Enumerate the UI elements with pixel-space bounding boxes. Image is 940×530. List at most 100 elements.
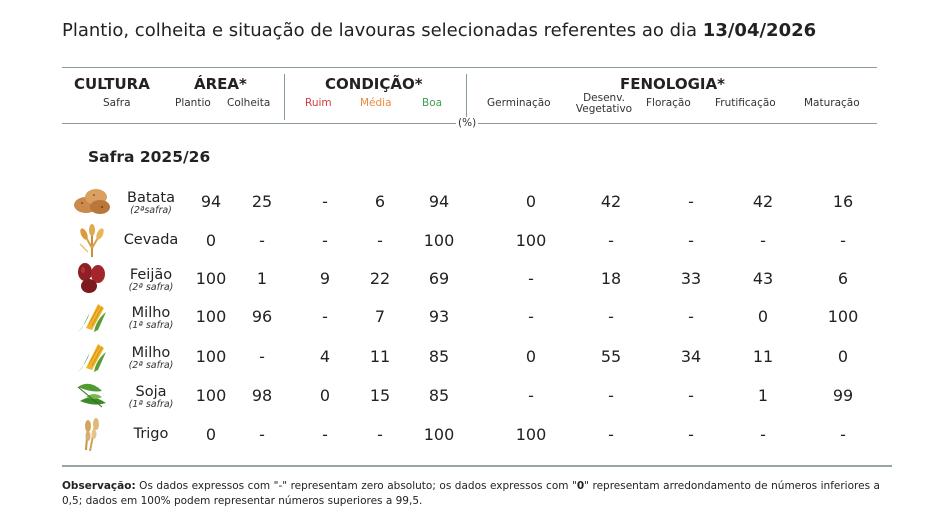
table-row: Batata (2ªsafra) 94 25 - 6 94 0 42 - 42 16 bbox=[0, 183, 940, 219]
cell-maturacao: 99 bbox=[832, 386, 854, 405]
cell-plantio: 0 bbox=[205, 425, 217, 444]
cell-frutificacao: 0 bbox=[757, 307, 769, 326]
cell-boa: 85 bbox=[428, 347, 450, 366]
cell-boa: 69 bbox=[428, 269, 450, 288]
cell-maturacao: - bbox=[840, 425, 846, 444]
cell-plantio: 0 bbox=[205, 231, 217, 250]
cell-ruim: - bbox=[322, 307, 328, 326]
report-date: 13/04/2026 bbox=[702, 20, 817, 41]
cell-floracao: - bbox=[688, 231, 694, 250]
cell-maturacao: 0 bbox=[837, 347, 849, 366]
cell-plantio: 100 bbox=[195, 269, 227, 288]
cell-colheita: 1 bbox=[256, 269, 268, 288]
table-row: Feijão (2ª safra) 100 1 9 22 69 - 18 33 43 6 bbox=[0, 260, 940, 296]
header-safra: Safra bbox=[103, 97, 131, 109]
cell-germinacao: - bbox=[528, 269, 534, 288]
crop-name: Milho (1ª safra) bbox=[113, 306, 189, 331]
header-condicao: CONDIÇÃO* bbox=[325, 75, 423, 93]
cell-media: - bbox=[377, 231, 383, 250]
table-row: Trigo 0 - - - 100 100 - - - - bbox=[0, 416, 940, 452]
cell-germinacao: - bbox=[528, 307, 534, 326]
cell-frutificacao: 43 bbox=[752, 269, 774, 288]
crop-name: Feijão (2ª safra) bbox=[113, 268, 189, 293]
cell-germinacao: 0 bbox=[525, 192, 537, 211]
separator-condicao-fenologia bbox=[466, 74, 467, 120]
cell-frutificacao: - bbox=[760, 425, 766, 444]
header-media: Média bbox=[360, 97, 392, 109]
cell-ruim: 0 bbox=[319, 386, 331, 405]
corn-icon bbox=[72, 338, 112, 374]
cell-floracao: - bbox=[688, 192, 694, 211]
cell-desenv: - bbox=[608, 231, 614, 250]
wheat-icon bbox=[72, 416, 112, 452]
separator-area-condicao bbox=[284, 74, 285, 120]
cell-plantio: 100 bbox=[195, 307, 227, 326]
cell-desenv: 42 bbox=[600, 192, 622, 211]
cell-floracao: - bbox=[688, 307, 694, 326]
header-fenologia: FENOLOGIA* bbox=[620, 75, 725, 93]
crop-name: Milho (2ª safra) bbox=[113, 346, 189, 371]
table-row: Milho (2ª safra) 100 - 4 11 85 0 55 34 11 0 bbox=[0, 338, 940, 374]
cell-boa: 94 bbox=[428, 192, 450, 211]
header-floracao: Floração bbox=[646, 97, 691, 109]
barley-icon bbox=[72, 222, 112, 258]
header-desenv-vegetativo: Desenv. Vegetativo bbox=[575, 92, 633, 115]
cell-colheita: - bbox=[259, 231, 265, 250]
header-ruim: Ruim bbox=[305, 97, 332, 109]
cell-colheita: 96 bbox=[251, 307, 273, 326]
cell-desenv: 55 bbox=[600, 347, 622, 366]
cell-colheita: 98 bbox=[251, 386, 273, 405]
cell-maturacao: - bbox=[840, 231, 846, 250]
bean-icon bbox=[72, 260, 112, 296]
cell-boa: 100 bbox=[423, 425, 455, 444]
cell-colheita: - bbox=[259, 425, 265, 444]
header-colheita: Colheita bbox=[227, 97, 271, 109]
cell-germinacao: - bbox=[528, 386, 534, 405]
crop-season-note: (2ª safra) bbox=[128, 282, 174, 293]
header-area: ÁREA* bbox=[194, 75, 247, 93]
cell-media: 15 bbox=[369, 386, 391, 405]
cell-frutificacao: 42 bbox=[752, 192, 774, 211]
cell-colheita: - bbox=[259, 347, 265, 366]
observation-note: Observação: Os dados expressos com "-" r… bbox=[62, 480, 880, 507]
cell-boa: 93 bbox=[428, 307, 450, 326]
table-top-rule bbox=[62, 67, 877, 68]
cell-maturacao: 6 bbox=[837, 269, 849, 288]
crop-season-note: (1ª safra) bbox=[128, 399, 174, 410]
cell-colheita: 25 bbox=[251, 192, 273, 211]
cell-desenv: - bbox=[608, 386, 614, 405]
cell-maturacao: 16 bbox=[832, 192, 854, 211]
crop-name: Batata (2ªsafra) bbox=[113, 191, 189, 216]
cell-frutificacao: - bbox=[760, 231, 766, 250]
percent-unit-label: (%) bbox=[456, 117, 479, 129]
crop-season-note: (1ª safra) bbox=[128, 320, 174, 331]
cell-boa: 85 bbox=[428, 386, 450, 405]
cell-ruim: - bbox=[322, 231, 328, 250]
cell-boa: 100 bbox=[423, 231, 455, 250]
crop-name: Soja (1ª safra) bbox=[113, 385, 189, 410]
cell-media: 7 bbox=[374, 307, 386, 326]
header-germinacao: Germinação bbox=[487, 97, 551, 109]
cell-ruim: - bbox=[322, 192, 328, 211]
crop-name: Cevada bbox=[123, 232, 179, 248]
cell-plantio: 100 bbox=[195, 386, 227, 405]
cell-ruim: 4 bbox=[319, 347, 331, 366]
soybean-icon bbox=[72, 377, 112, 413]
page-title: Plantio, colheita e situação de lavouras… bbox=[62, 20, 817, 41]
header-cultura: CULTURA bbox=[74, 75, 150, 93]
cell-frutificacao: 1 bbox=[757, 386, 769, 405]
cell-floracao: 33 bbox=[680, 269, 702, 288]
cell-frutificacao: 11 bbox=[752, 347, 774, 366]
cell-germinacao: 100 bbox=[515, 425, 547, 444]
cell-germinacao: 100 bbox=[515, 231, 547, 250]
cell-ruim: 9 bbox=[319, 269, 331, 288]
cell-media: 22 bbox=[369, 269, 391, 288]
crop-season-note: (2ª safra) bbox=[128, 360, 174, 371]
crop-season-note: (2ªsafra) bbox=[130, 205, 172, 216]
cell-media: 11 bbox=[369, 347, 391, 366]
cell-ruim: - bbox=[322, 425, 328, 444]
cell-desenv: - bbox=[608, 307, 614, 326]
cell-floracao: - bbox=[688, 386, 694, 405]
table-bottom-rule bbox=[62, 465, 892, 467]
header-plantio: Plantio bbox=[175, 97, 211, 109]
